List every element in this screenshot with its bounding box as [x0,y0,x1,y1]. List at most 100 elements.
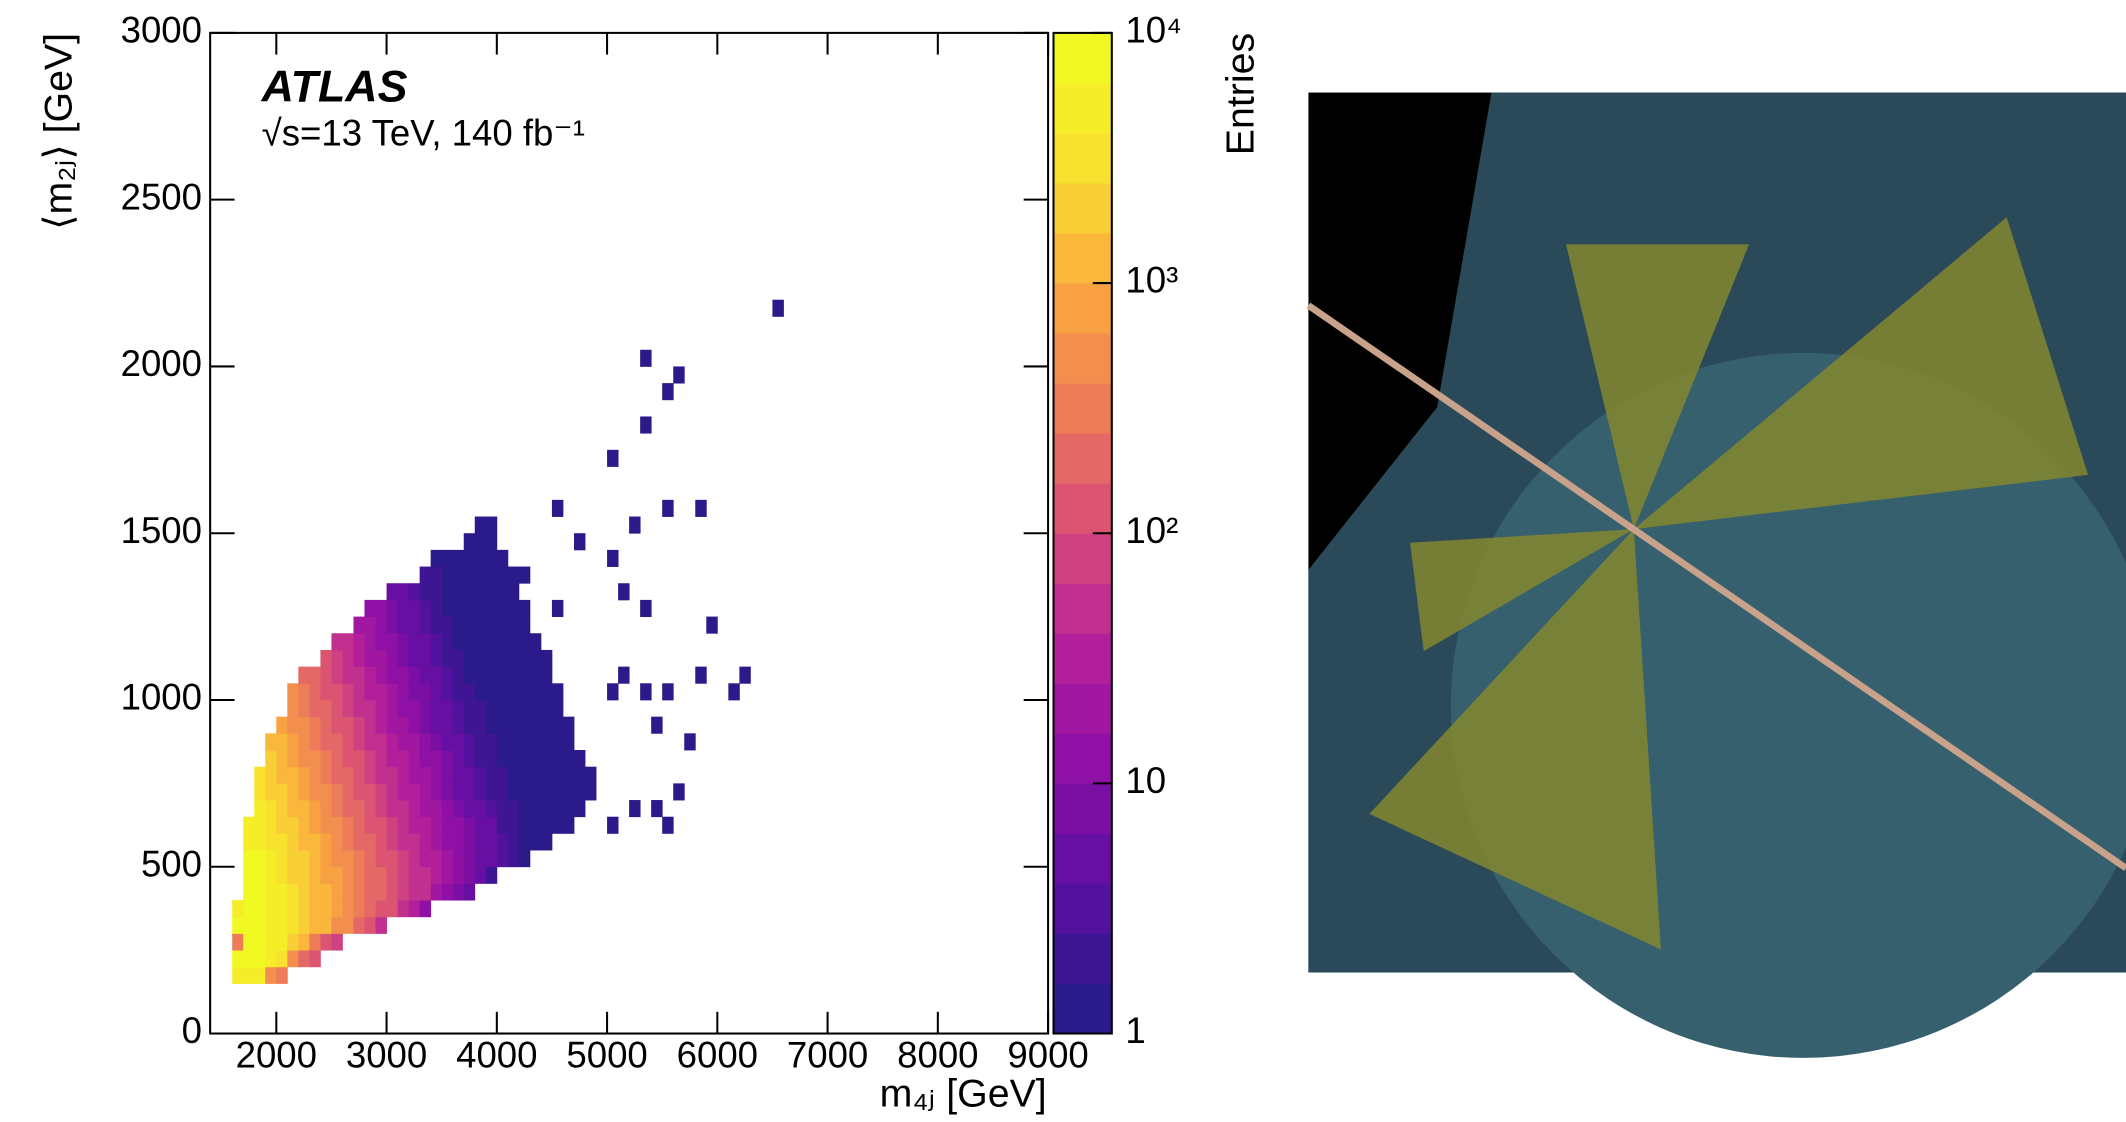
heatmap-cell [419,583,432,601]
heatmap-cell [331,800,343,818]
heatmap-cell [496,599,509,617]
heatmap-cell [562,750,575,768]
heatmap-cell [474,766,487,784]
heatmap-cell [463,649,476,668]
heatmap-cell [430,833,443,851]
heatmap-cell [540,716,553,734]
heatmap-cell [408,833,421,851]
heatmap-cell [254,900,266,918]
heatmap-cell [408,783,421,801]
heatmap-cell [540,683,553,701]
heatmap-cell [485,716,498,734]
heatmap-cell [507,816,520,834]
heatmap-cell [386,616,398,634]
heatmap-cell [474,649,487,668]
heatmap-cell [375,750,387,768]
heatmap-cell [276,816,288,834]
heatmap-cell [496,549,509,567]
colorbar-tick-label: 10³ [1125,260,1178,301]
heatmap-cell [518,599,531,617]
heatmap-cell [551,750,564,768]
heatmap-cell [430,599,443,617]
heatmap-cell [386,900,398,918]
heatmap-cell [408,666,421,684]
heatmap-cell [408,866,421,884]
heatmap-cell [375,699,387,718]
heatmap-cell [265,866,277,884]
heatmap-cell [529,783,542,801]
heatmap-cell [265,783,277,801]
heatmap-cell [463,566,476,584]
heatmap-cell [507,850,520,868]
heatmap-cell [364,733,376,751]
heatmap-cell [353,733,365,751]
heatmap-cell [331,933,343,951]
heatmap-cell [452,750,465,768]
heatmap-cell [276,766,288,784]
heatmap-cell [265,916,277,934]
heatmap-cell [463,549,476,567]
heatmap-cell [684,733,696,751]
heatmap-cell [430,549,443,567]
heatmap-cell [430,566,443,584]
y-tick-label: 0 [182,1010,202,1051]
heatmap-cell [441,716,454,734]
heatmap-cell [441,599,454,617]
heatmap-cell [364,633,376,651]
heatmap-cell [419,850,432,868]
heatmap-cell [419,900,432,918]
heatmap-cell [441,733,454,751]
heatmap-cell [397,750,410,768]
heatmap-cell [298,850,310,868]
heatmap-cell [452,566,465,584]
heatmap-cell [397,833,410,851]
heatmap-cell [342,733,354,751]
heatmap-cell [518,616,531,634]
heatmap-cell [540,766,553,784]
heatmap-cell [496,666,509,684]
heatmap-cell [309,766,321,784]
heatmap-cell [474,599,487,617]
heatmap-cell [441,566,454,584]
heatmap-cell [441,649,454,668]
heatmap-cell [331,666,343,684]
heatmap-cell [397,666,410,684]
heatmap-cell [353,716,365,734]
heatmap-cell [485,750,498,768]
heatmap-cell [452,666,465,684]
heatmap-cell [441,766,454,784]
heatmap-cell [353,850,365,868]
heatmap-cell [364,649,376,668]
heatmap-cell [386,599,398,617]
heatmap-cell [342,683,354,701]
heatmap-cell [276,916,288,934]
heatmap-cell [629,516,641,534]
heatmap-cell [309,850,321,868]
heatmap-cell [342,883,354,901]
heatmap-cell [375,666,387,684]
heatmap-cell [342,800,354,818]
heatmap-cell [662,499,674,517]
heatmap-cell [463,783,476,801]
y-axis-label: ⟨m₂ⱼ⟩ [GeV] [36,33,80,230]
heatmap-cell [485,783,498,801]
beam-pipe [1306,302,2126,871]
heatmap-cell [309,783,321,801]
heatmap-cell [463,866,476,884]
heatmap-cell [562,816,575,834]
heatmap-cell [430,649,443,668]
heatmap-cell [474,549,487,567]
heatmap-cell [496,566,509,584]
heatmap-cell [254,866,266,884]
heatmap-cell [419,683,432,701]
heatmap-cell [496,616,509,634]
heatmap-cell [298,833,310,851]
heatmap-cell [585,783,597,801]
heatmap-cell [342,916,354,934]
heatmap-cell [309,733,321,751]
heatmap-cell [375,800,387,818]
heatmap-cell [386,633,398,651]
heatmap-cell [640,349,652,367]
heatmap-cell [430,733,443,751]
heatmap-cell [265,800,277,818]
